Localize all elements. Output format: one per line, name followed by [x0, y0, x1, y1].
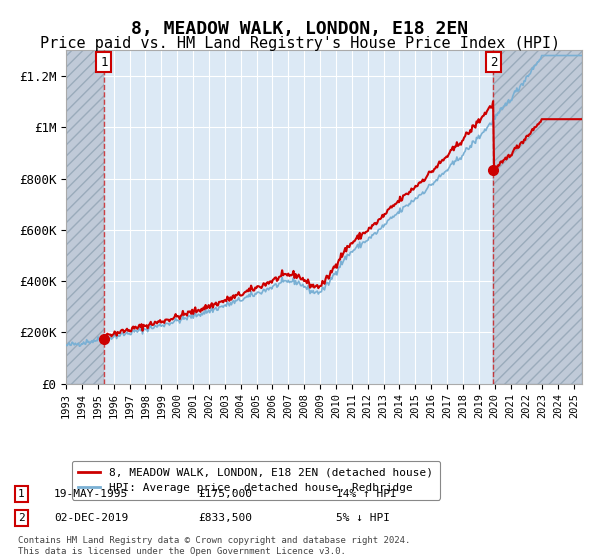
Text: Contains HM Land Registry data © Crown copyright and database right 2024.
This d: Contains HM Land Registry data © Crown c… — [18, 536, 410, 556]
Text: Price paid vs. HM Land Registry's House Price Index (HPI): Price paid vs. HM Land Registry's House … — [40, 36, 560, 52]
Text: 1: 1 — [100, 55, 107, 68]
Text: 8, MEADOW WALK, LONDON, E18 2EN: 8, MEADOW WALK, LONDON, E18 2EN — [131, 20, 469, 38]
Text: 1: 1 — [18, 489, 25, 499]
Text: 5% ↓ HPI: 5% ↓ HPI — [336, 513, 390, 523]
Text: 2: 2 — [18, 513, 25, 523]
Text: 19-MAY-1995: 19-MAY-1995 — [54, 489, 128, 499]
Text: 14% ↑ HPI: 14% ↑ HPI — [336, 489, 397, 499]
Bar — [66, 50, 104, 384]
Bar — [493, 50, 582, 384]
Text: 02-DEC-2019: 02-DEC-2019 — [54, 513, 128, 523]
Legend: 8, MEADOW WALK, LONDON, E18 2EN (detached house), HPI: Average price, detached h: 8, MEADOW WALK, LONDON, E18 2EN (detache… — [71, 461, 440, 500]
Text: 2: 2 — [490, 55, 497, 68]
Text: £175,000: £175,000 — [198, 489, 252, 499]
Text: £833,500: £833,500 — [198, 513, 252, 523]
